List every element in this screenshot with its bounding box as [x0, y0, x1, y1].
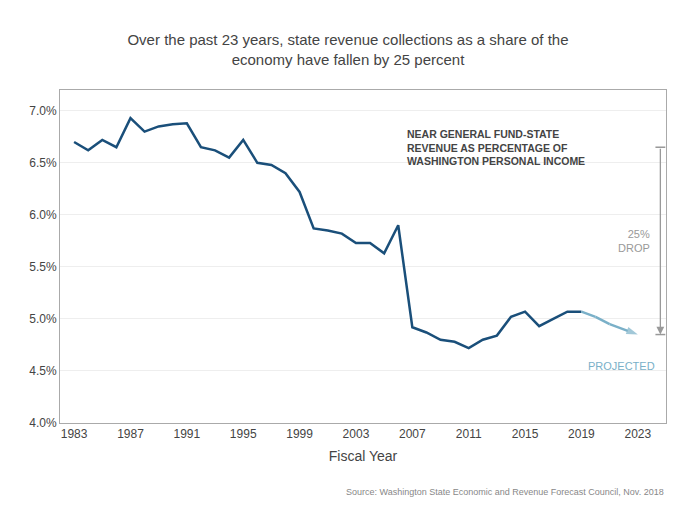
svg-text:1991: 1991 [173, 427, 200, 441]
svg-text:6.5%: 6.5% [29, 156, 57, 170]
svg-text:5.5%: 5.5% [29, 260, 57, 274]
svg-text:2015: 2015 [512, 427, 539, 441]
svg-text:2003: 2003 [343, 427, 370, 441]
svg-text:7.0%: 7.0% [29, 104, 57, 118]
svg-text:Fiscal Year: Fiscal Year [329, 448, 398, 464]
svg-text:1983: 1983 [61, 427, 88, 441]
svg-text:5.0%: 5.0% [29, 312, 57, 326]
svg-text:4.5%: 4.5% [29, 364, 57, 378]
svg-text:NEAR GENERAL FUND-STATEREVENUE: NEAR GENERAL FUND-STATEREVENUE AS PERCEN… [407, 128, 585, 167]
svg-text:PROJECTED: PROJECTED [588, 360, 655, 372]
svg-text:1987: 1987 [117, 427, 144, 441]
svg-text:1995: 1995 [230, 427, 257, 441]
svg-text:4.0%: 4.0% [29, 416, 57, 430]
svg-text:Source: Washington State Econo: Source: Washington State Economic and Re… [346, 487, 664, 497]
svg-text:6.0%: 6.0% [29, 208, 57, 222]
svg-text:2007: 2007 [399, 427, 426, 441]
svg-text:1999: 1999 [286, 427, 313, 441]
svg-text:2023: 2023 [624, 427, 651, 441]
svg-text:Over the past 23 years, state: Over the past 23 years, state revenue co… [127, 31, 568, 68]
svg-text:2011: 2011 [456, 427, 482, 441]
svg-text:2019: 2019 [568, 427, 595, 441]
svg-text:25%DROP: 25%DROP [618, 228, 650, 254]
